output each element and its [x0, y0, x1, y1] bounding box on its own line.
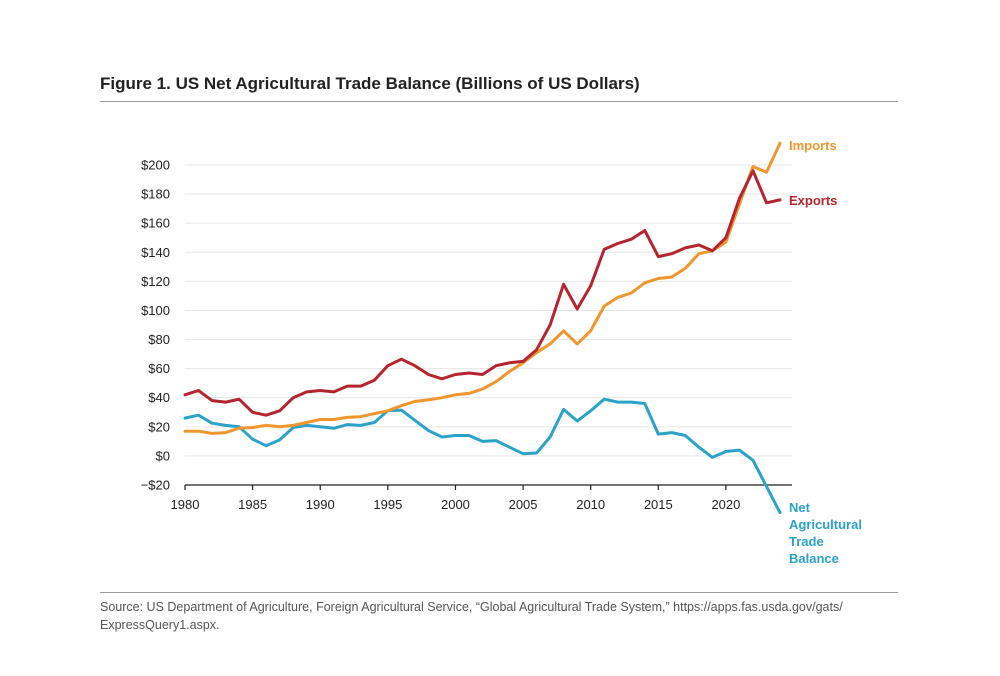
y-tick-label: $80: [148, 332, 170, 347]
series-line-net-trade-balance: [183, 397, 782, 515]
y-tick-label: $100: [141, 303, 170, 318]
x-tick-label: 2000: [441, 497, 470, 512]
gridlines: [185, 164, 792, 457]
source-line-2: ExpressQuery1.aspx.: [100, 618, 220, 632]
y-tick-label: $40: [148, 390, 170, 405]
y-tick-label: −$20: [141, 478, 170, 493]
series-lines: [183, 141, 782, 515]
x-tick-label: 1985: [238, 497, 267, 512]
series-label-net-trade-balance: Net: [789, 500, 811, 515]
title-divider: [100, 101, 898, 102]
x-tick-label: 1980: [171, 497, 200, 512]
x-tick-label: 1990: [306, 497, 335, 512]
series-label-net-trade-balance: Balance: [789, 551, 839, 566]
source-divider: [100, 592, 898, 593]
y-tick-label: $120: [141, 274, 170, 289]
x-tick-label: 2015: [644, 497, 673, 512]
series-label-exports: Exports: [789, 193, 837, 208]
x-tick-label: 2020: [711, 497, 740, 512]
series-label-net-trade-balance: Agricultural: [789, 517, 862, 532]
y-axis-labels: −$20 $0 $20 $40 $60 $80 $100 $120 $140 $160 $180 $2…: [141, 158, 170, 493]
y-tick-label: $60: [148, 361, 170, 376]
series-line-imports: [183, 141, 782, 435]
x-tick-label: 1995: [373, 497, 402, 512]
series-label-imports: Imports: [789, 138, 837, 153]
y-tick-label: $140: [141, 245, 170, 260]
source-note: Source: US Department of Agriculture, Fo…: [100, 598, 900, 634]
y-tick-label: $0: [156, 448, 170, 463]
y-tick-label: $20: [148, 419, 170, 434]
source-line-1: Source: US Department of Agriculture, Fo…: [100, 600, 843, 614]
figure-title: Figure 1. US Net Agricultural Trade Bala…: [100, 74, 640, 93]
x-tick-label: 2005: [509, 497, 538, 512]
series-labels: Imports Exports Net Agricultural Trade Balanc…: [789, 138, 862, 566]
x-axis: 1980 1985 1990 1995 2000 2005 2010 2015 2020: [171, 484, 792, 512]
y-tick-label: $180: [141, 187, 170, 202]
y-tick-label: $160: [141, 216, 170, 231]
series-line-exports: [183, 169, 782, 417]
y-tick-label: $200: [141, 158, 170, 173]
x-tick-label: 2010: [576, 497, 605, 512]
series-label-net-trade-balance: Trade: [789, 534, 824, 549]
